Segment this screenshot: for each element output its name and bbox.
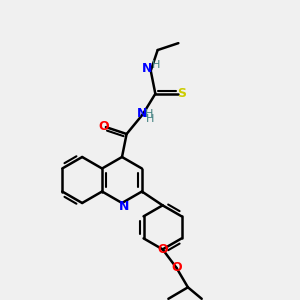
Text: O: O	[157, 243, 168, 256]
Text: N: N	[136, 107, 147, 120]
Text: N: N	[142, 62, 152, 75]
Text: O: O	[99, 120, 109, 133]
Text: O: O	[171, 261, 182, 274]
Text: S: S	[177, 87, 186, 100]
Text: H: H	[146, 114, 154, 124]
Text: N: N	[119, 200, 129, 212]
Text: H: H	[152, 60, 160, 70]
Text: H: H	[145, 110, 153, 119]
